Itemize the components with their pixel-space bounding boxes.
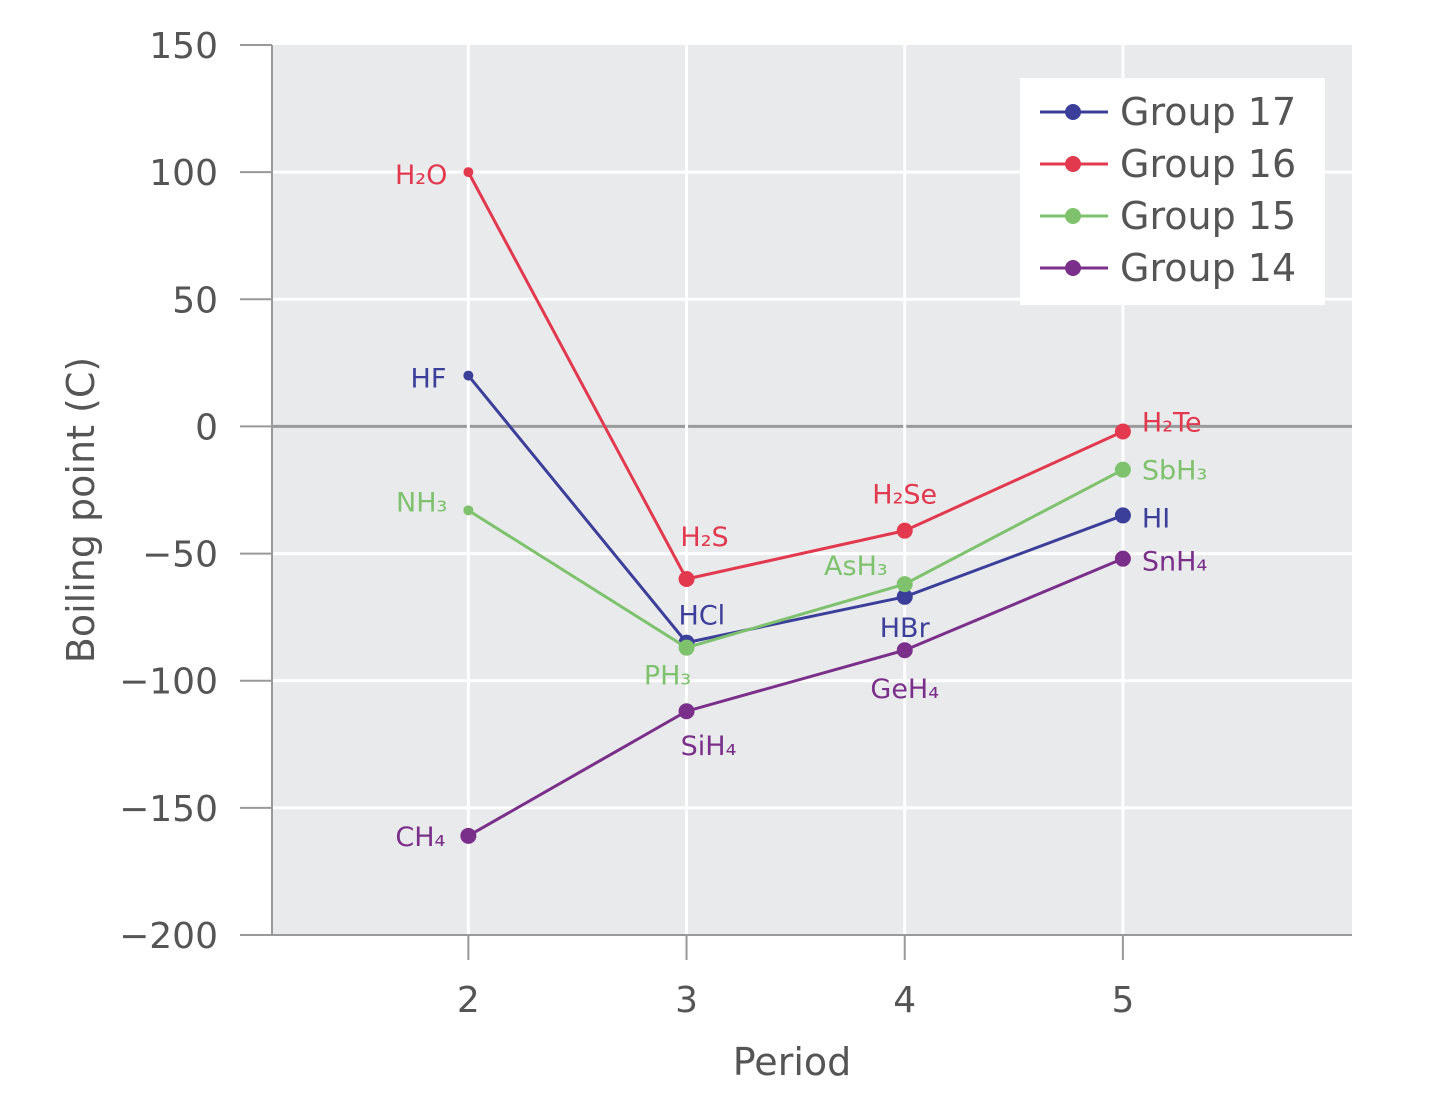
series-group-15: NH₃ PH₃ AsH₃ SbH₃ [396, 456, 1207, 692]
point-label: H₂O [395, 160, 447, 191]
legend-label: Group 17 [1120, 90, 1296, 134]
point-label: H₂Te [1142, 408, 1202, 439]
axes: 150 100 50 0 −50 −100 −150 −200 2 3 4 5 [119, 26, 1352, 1021]
data-point [463, 370, 474, 381]
y-tick-label: −200 [119, 916, 218, 957]
x-tick-label: 2 [457, 980, 480, 1021]
x-tick-label: 5 [1111, 980, 1134, 1021]
y-tick-label: 100 [149, 153, 218, 194]
point-label: CH₄ [395, 822, 445, 853]
data-point [896, 642, 913, 659]
point-label: H₂S [680, 522, 728, 553]
point-label: PH₃ [644, 661, 691, 692]
legend-label: Group 15 [1120, 194, 1296, 238]
data-point [678, 639, 695, 656]
legend-label: Group 16 [1120, 142, 1296, 186]
data-point [896, 522, 913, 539]
series-line [467, 374, 1124, 645]
x-axis-label: Period [733, 1040, 852, 1084]
series-group-16: H₂O H₂S H₂Se H₂Te [395, 160, 1202, 587]
series-line [467, 171, 1124, 581]
legend-marker [1065, 260, 1081, 276]
x-tick-label: 4 [893, 980, 916, 1021]
point-label: NH₃ [396, 487, 447, 518]
y-tick-label: −50 [142, 535, 218, 576]
data-point [463, 167, 474, 178]
point-label: AsH₃ [824, 551, 888, 582]
y-axis-label: Boiling point (C) [59, 357, 103, 663]
grid [272, 45, 1352, 935]
y-tick-label: 0 [195, 407, 218, 448]
point-label: SbH₃ [1142, 456, 1207, 487]
y-tick-label: 50 [172, 280, 218, 321]
series-line [467, 557, 1124, 838]
data-point [1114, 423, 1131, 440]
legend-marker [1065, 208, 1081, 224]
point-label: H₂Se [872, 480, 937, 511]
point-label: HCl [679, 601, 726, 632]
series-line [467, 468, 1124, 650]
point-label: HI [1142, 503, 1170, 534]
x-tick-label: 3 [675, 980, 698, 1021]
point-label: HF [411, 364, 447, 395]
data-point [1114, 550, 1131, 567]
legend-marker [1065, 156, 1081, 172]
point-label: GeH₄ [870, 674, 939, 705]
data-point [1114, 507, 1131, 524]
data-point [896, 576, 913, 593]
y-tick-label: −100 [119, 662, 218, 703]
series-group: HF HCl HBr HI H₂O H₂S H₂Se H₂Te NH₃ PH₃ AsH₃ SbH₃ CH… [395, 160, 1207, 853]
legend-label: Group 14 [1120, 246, 1296, 290]
point-label: SiH₄ [681, 731, 737, 762]
data-point [678, 703, 695, 720]
y-tick-label: 150 [149, 26, 218, 67]
data-point [896, 588, 913, 605]
series-group-17: HF HCl HBr HI [411, 364, 1170, 651]
point-label: SnH₄ [1142, 547, 1207, 578]
data-point [1114, 461, 1131, 478]
point-label: HBr [880, 613, 931, 644]
data-point [460, 827, 477, 844]
legend: Group 17 Group 16 Group 15 Group 14 [1020, 78, 1325, 305]
legend-marker [1065, 104, 1081, 120]
data-point [678, 571, 695, 587]
y-tick-label: −150 [119, 789, 218, 830]
data-point [463, 505, 474, 516]
series-group-14: CH₄ SiH₄ GeH₄ SnH₄ [395, 547, 1207, 853]
